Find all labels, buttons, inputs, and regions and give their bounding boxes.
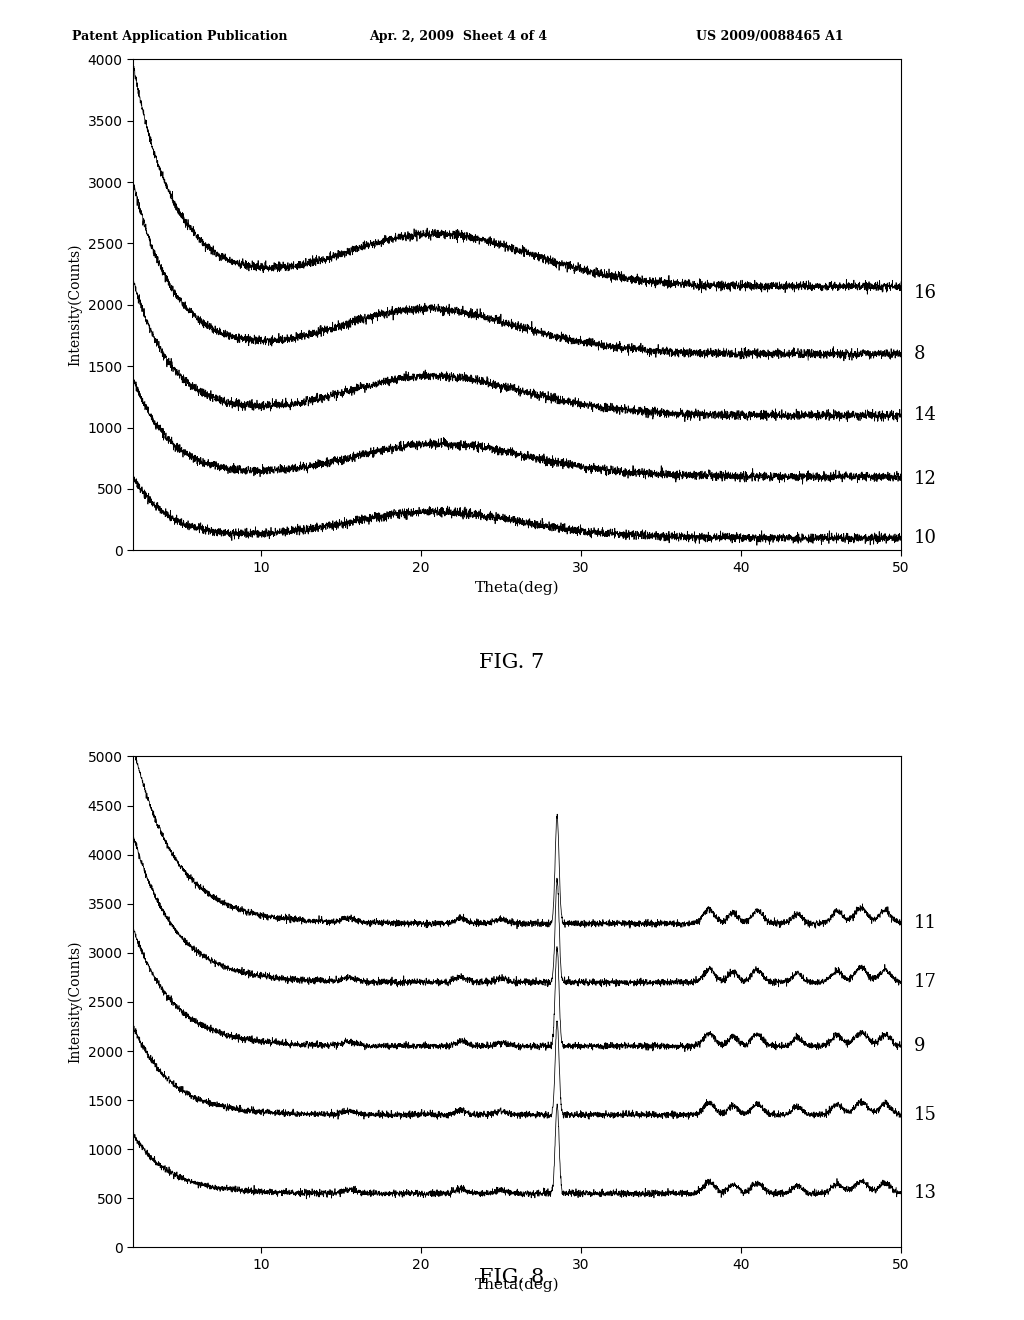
Text: 15: 15 (913, 1106, 937, 1123)
Text: 16: 16 (913, 284, 937, 301)
Text: 11: 11 (913, 915, 937, 932)
Text: 14: 14 (913, 407, 937, 424)
Text: 9: 9 (913, 1038, 926, 1055)
Text: FIG. 8: FIG. 8 (479, 1269, 545, 1287)
Y-axis label: Intensity(Counts): Intensity(Counts) (68, 941, 82, 1063)
Text: US 2009/0088465 A1: US 2009/0088465 A1 (696, 30, 844, 44)
Text: 8: 8 (913, 345, 926, 363)
Y-axis label: Intensity(Counts): Intensity(Counts) (68, 244, 82, 366)
Text: 10: 10 (913, 529, 937, 546)
X-axis label: Theta(deg): Theta(deg) (475, 1278, 559, 1292)
Text: FIG. 7: FIG. 7 (479, 653, 545, 672)
Text: Apr. 2, 2009  Sheet 4 of 4: Apr. 2, 2009 Sheet 4 of 4 (369, 30, 547, 44)
X-axis label: Theta(deg): Theta(deg) (475, 581, 559, 595)
Text: 17: 17 (913, 973, 937, 991)
Text: 12: 12 (913, 470, 937, 488)
Text: 13: 13 (913, 1184, 937, 1203)
Text: Patent Application Publication: Patent Application Publication (72, 30, 287, 44)
